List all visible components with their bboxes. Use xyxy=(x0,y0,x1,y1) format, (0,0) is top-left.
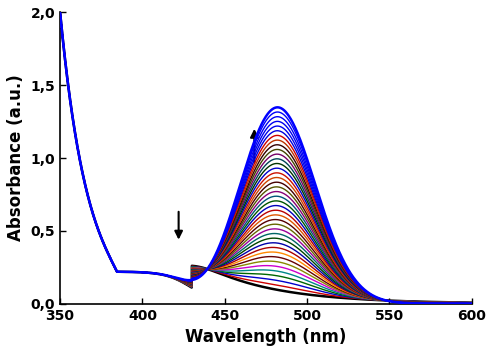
Y-axis label: Absorbance (a.u.): Absorbance (a.u.) xyxy=(7,75,25,241)
X-axis label: Wavelength (nm): Wavelength (nm) xyxy=(185,328,347,346)
